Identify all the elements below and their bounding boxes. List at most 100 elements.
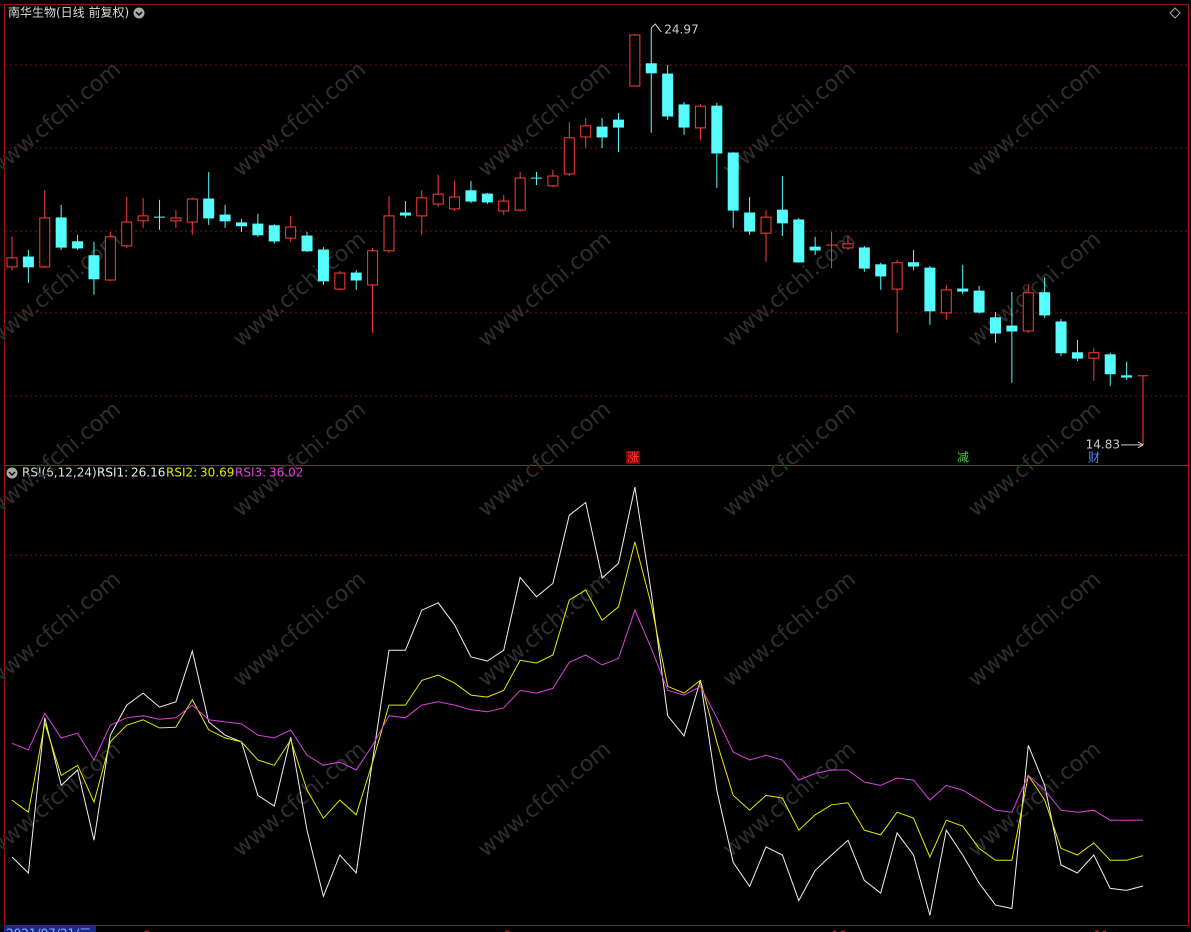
- candle-body: [612, 119, 624, 128]
- indicator-title: RSI(6,12,24): [22, 466, 97, 480]
- candle-body: [727, 152, 739, 211]
- event-marker: 减: [957, 451, 969, 465]
- candle-body: [1006, 325, 1018, 332]
- candle-body: [268, 225, 280, 242]
- candle-body: [596, 126, 608, 138]
- candle-body: [776, 209, 788, 224]
- watermark: www.cfchi.com: [718, 397, 860, 522]
- arrow-head: [1137, 441, 1144, 449]
- candle-body: [1071, 352, 1083, 359]
- candle-body: [924, 267, 936, 312]
- indicator-menu-icon[interactable]: [6, 467, 18, 479]
- candle-body: [842, 243, 854, 249]
- candle-body: [957, 288, 969, 292]
- candle-body: [170, 217, 182, 222]
- candle-body: [6, 257, 18, 268]
- candle-body: [350, 272, 362, 281]
- candle-body: [645, 63, 657, 74]
- cursor-date: 2021/07/21/三: [6, 927, 91, 932]
- watermark: www.cfchi.com: [718, 227, 860, 352]
- max-pointer: [650, 23, 662, 33]
- event-marker: 财: [1088, 451, 1100, 465]
- candle-body: [334, 272, 346, 290]
- watermark: www.cfchi.com: [718, 567, 860, 692]
- candle-body: [219, 214, 231, 222]
- chart-title: 南华生物(日线 前复权): [8, 5, 129, 20]
- candle-body: [580, 125, 592, 138]
- candle-body: [55, 217, 67, 248]
- candle-body: [744, 212, 756, 232]
- candle-body: [875, 264, 887, 277]
- candle-body: [416, 197, 428, 217]
- candle-body: [547, 175, 559, 187]
- panel-toggle-icon[interactable]: [1169, 7, 1181, 19]
- candle-body: [317, 249, 329, 282]
- event-marker: 涨: [627, 450, 639, 465]
- candle-body: [514, 177, 526, 211]
- chevron: [135, 11, 143, 17]
- candle-body: [940, 289, 952, 314]
- candle-body: [1022, 292, 1034, 332]
- legend-name: RSI2:: [166, 466, 197, 480]
- x-tick-label: 10: [832, 929, 847, 932]
- candle-body: [88, 255, 100, 280]
- candle-body: [989, 317, 1001, 334]
- watermark: www.cfchi.com: [963, 737, 1105, 862]
- candle-body: [1121, 375, 1133, 378]
- candle-body: [908, 262, 920, 267]
- watermark: www.cfchi.com: [963, 57, 1105, 182]
- cursor-date-box: [4, 926, 96, 932]
- candle-body: [629, 34, 641, 87]
- legend-value: 36.02: [269, 466, 303, 480]
- rsi-line: [11, 608, 1144, 821]
- candle-body: [432, 193, 444, 205]
- watermark: www.cfchi.com: [473, 567, 615, 692]
- title-menu-icon[interactable]: [133, 7, 145, 19]
- candle-body: [1088, 352, 1100, 359]
- watermark: www.cfchi.com: [473, 227, 615, 352]
- legend-name: RSI3:: [235, 466, 266, 480]
- candle-body: [694, 105, 706, 129]
- candle-body: [1055, 321, 1067, 354]
- candle-body: [22, 256, 34, 268]
- x-tick-label: 11: [1094, 929, 1109, 932]
- candle-body: [662, 73, 674, 117]
- candle-body: [383, 215, 395, 252]
- candle-body: [711, 105, 723, 154]
- candle-body: [760, 216, 772, 234]
- watermark: www.cfchi.com: [0, 567, 126, 692]
- watermark: www.cfchi.com: [228, 737, 370, 862]
- rsi-line: [11, 541, 1144, 861]
- watermark: www.cfchi.com: [963, 227, 1105, 352]
- watermark: www.cfchi.com: [0, 57, 126, 182]
- candle-body: [809, 246, 821, 251]
- watermark: www.cfchi.com: [473, 397, 615, 522]
- candle-body: [449, 196, 461, 210]
- candle-body: [72, 241, 84, 249]
- x-tick-label: 9: [504, 929, 512, 932]
- candle-body: [858, 247, 870, 269]
- candle-body: [1104, 354, 1116, 375]
- watermark: www.cfchi.com: [228, 397, 370, 522]
- candle-body: [203, 198, 215, 219]
- candle-body: [367, 250, 379, 286]
- candle-body: [498, 200, 510, 212]
- candle-body: [465, 190, 477, 202]
- watermark: www.cfchi.com: [718, 57, 860, 182]
- watermark: www.cfchi.com: [473, 737, 615, 862]
- candle-body: [285, 226, 297, 239]
- candle-body: [252, 223, 264, 236]
- watermark: www.cfchi.com: [963, 567, 1105, 692]
- watermark: www.cfchi.com: [0, 397, 126, 522]
- x-tick-label: 8: [143, 929, 151, 932]
- chevron: [8, 471, 16, 477]
- event-marker-bg: [626, 451, 640, 464]
- watermark: www.cfchi.com: [228, 227, 370, 352]
- candle-body: [399, 212, 411, 216]
- watermark: www.cfchi.com: [228, 57, 370, 182]
- watermark: www.cfchi.com: [228, 567, 370, 692]
- candle-body: [186, 198, 198, 223]
- candle-body: [678, 104, 690, 128]
- candle-body: [301, 235, 313, 252]
